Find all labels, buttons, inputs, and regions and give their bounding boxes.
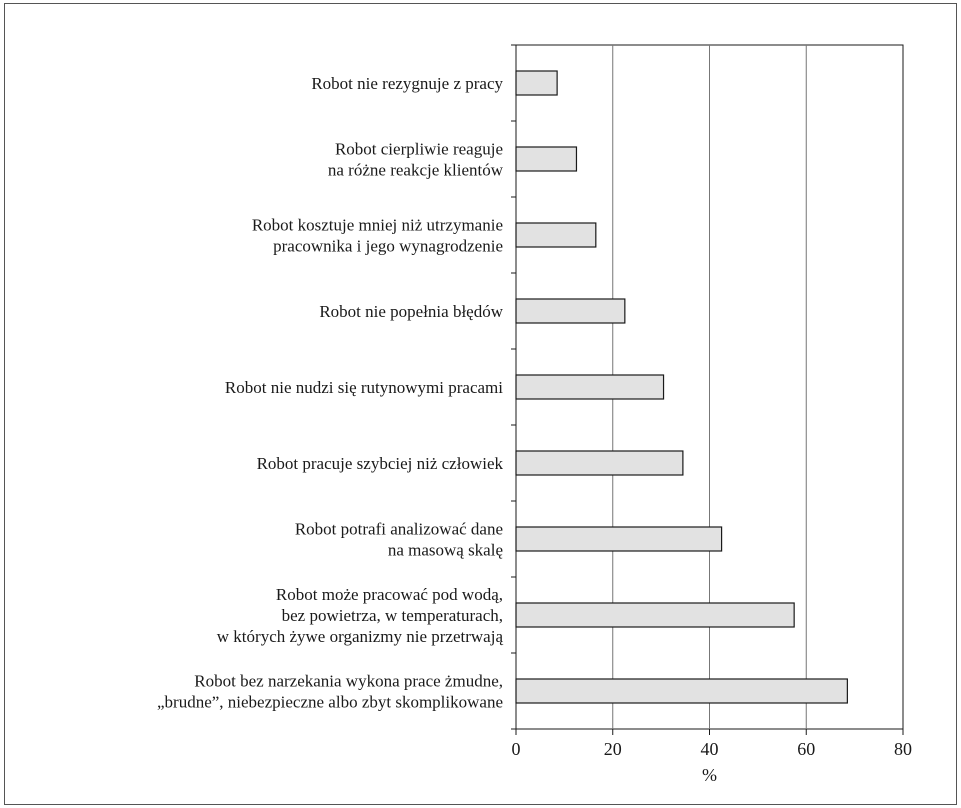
category-label-line: pracownika i jego wynagrodzenie [273, 237, 503, 256]
category-label: Robot cierpliwie reaguje na różne reakcje… [328, 140, 504, 180]
bar-chart: 0 20 40 60 80% Robot nie rezygnuje z pracy Rob… [157, 44, 912, 785]
category-label: Robot nie nudzi się rutynowymi pracami [225, 378, 503, 397]
category-label-line: na masową skalę [388, 541, 503, 560]
x-tick-label: 60 [797, 739, 815, 759]
category-label-line: Robot nie nudzi się rutynowymi pracami [225, 378, 503, 397]
category-label: Robot kosztuje mniej niż utrzymanie praco… [252, 216, 503, 256]
bar [515, 70, 558, 96]
category-label: Robot może pracować pod wodą, bez powietr… [217, 585, 504, 646]
category-label: Robot pracuje szybciej niż człowiek [257, 454, 504, 473]
x-tick-label: 0 [512, 739, 521, 759]
bar [515, 526, 723, 552]
x-tick-label: 40 [701, 739, 719, 759]
category-label-line: Robot pracuje szybciej niż człowiek [257, 454, 504, 473]
category-label: Robot potrafi analizować dane na masową s… [295, 520, 503, 560]
category-label-line: w których żywe organizmy nie przetrwają [217, 627, 504, 646]
category-label-line: Robot nie rezygnuje z pracy [311, 74, 503, 93]
x-tick-label: 80 [894, 739, 912, 759]
category-label-line: bez powietrza, w temperaturach, [282, 606, 503, 625]
bar [515, 602, 795, 628]
category-label: Robot bez narzekania wykona prace żmudne… [157, 672, 503, 712]
x-tick-label: 20 [604, 739, 622, 759]
category-label-line: Robot może pracować pod wodą, [276, 585, 503, 604]
category-label-line: Robot bez narzekania wykona prace żmudne… [194, 672, 503, 691]
category-label-line: Robot nie popełnia błędów [319, 302, 503, 321]
category-label: Robot nie rezygnuje z pracy [311, 74, 503, 93]
x-axis-title: % [702, 765, 717, 785]
bar [515, 450, 684, 476]
category-label-line: Robot cierpliwie reaguje [335, 140, 503, 159]
bar [515, 374, 665, 400]
category-label-line: Robot kosztuje mniej niż utrzymanie [252, 216, 503, 235]
chart-frame: 0 20 40 60 80% Robot nie rezygnuje z pracy Rob… [4, 3, 957, 805]
category-label: Robot nie popełnia błędów [319, 302, 503, 321]
bar [515, 146, 578, 172]
bar [515, 298, 626, 324]
category-label-line: na różne reakcje klientów [328, 161, 504, 180]
bar [515, 222, 597, 248]
bar [515, 678, 848, 704]
category-label-line: „brudne”, niebezpieczne albo zbyt skompl… [157, 693, 503, 712]
category-label-line: Robot potrafi analizować dane [295, 520, 503, 539]
